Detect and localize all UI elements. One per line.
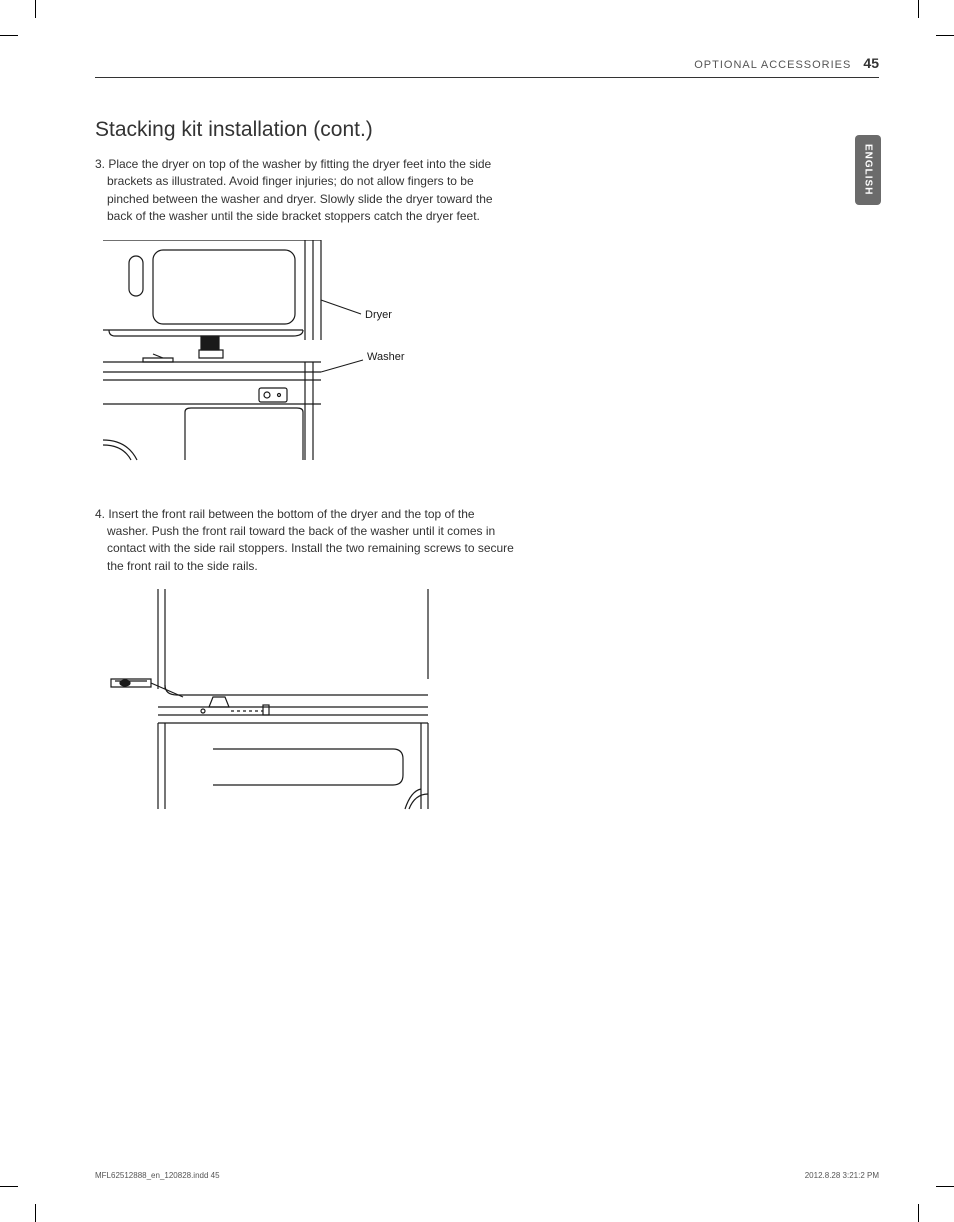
- crop-mark: [936, 1186, 954, 1187]
- step-3-text: 3. Place the dryer on top of the washer …: [95, 156, 515, 226]
- crop-mark: [918, 1204, 919, 1222]
- crop-mark: [0, 35, 18, 36]
- footer-file-info: MFL62512888_en_120828.indd 45: [95, 1171, 220, 1180]
- section-label: OPTIONAL ACCESSORIES: [694, 59, 851, 71]
- page-container: OPTIONAL ACCESSORIES 45 ENGLISH Stacking…: [95, 55, 879, 1167]
- crop-mark: [35, 0, 36, 18]
- page-header: OPTIONAL ACCESSORIES 45: [95, 55, 879, 78]
- page-footer: MFL62512888_en_120828.indd 45 2012.8.28 …: [95, 1171, 879, 1180]
- page-title: Stacking kit installation (cont.): [95, 118, 879, 142]
- figure-1: Dryer Washer: [103, 240, 879, 470]
- figure-2: [103, 589, 879, 819]
- crop-mark: [35, 1204, 36, 1222]
- footer-timestamp: 2012.8.28 3:21:2 PM: [805, 1171, 879, 1180]
- crop-mark: [918, 0, 919, 18]
- dryer-label: Dryer: [365, 309, 392, 321]
- content-area: Stacking kit installation (cont.) 3. Pla…: [95, 78, 879, 819]
- washer-label: Washer: [367, 351, 405, 363]
- language-tab: ENGLISH: [855, 135, 881, 205]
- page-number: 45: [863, 55, 879, 71]
- crop-mark: [0, 1186, 18, 1187]
- crop-mark: [936, 35, 954, 36]
- step-4-text: 4. Insert the front rail between the bot…: [95, 506, 515, 576]
